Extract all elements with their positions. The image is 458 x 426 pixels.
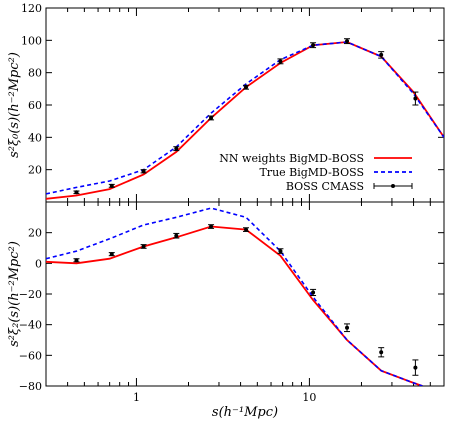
bottom-data-point [174,233,179,238]
top-data-point [174,146,179,151]
top-data-point [74,190,79,195]
bottom-data-point [141,244,146,249]
x-tick-label: 1 [133,391,140,404]
bottom-data-point [413,365,418,370]
top-data-point [311,43,316,48]
bottom-panel: −80 −60 −40 −20 0 20 s²ξ₂(s)(h⁻²Mpc²) 1 10 [7,201,445,404]
top-data-point [141,169,146,174]
top-data-point [244,85,249,90]
top-y-tick-label: 80 [28,67,42,80]
top-series-line-1 [46,41,444,195]
bottom-data-point [345,325,350,330]
bottom-data-point [379,350,384,355]
top-panel: 20 40 60 80 100 120 s²ξ₀(s)(h⁻²Mpc²) [7,2,445,203]
top-y-tick-label: 60 [28,99,42,112]
top-data-point [379,52,384,57]
top-data-point [109,183,114,188]
bottom-y-tick-label: 20 [28,227,42,240]
top-y-axis-label: s²ξ₀(s)(h⁻²Mpc²) [7,52,22,158]
top-series-group [46,38,444,200]
bottom-data-point [311,290,316,295]
bottom-series-group [46,207,423,386]
bottom-y-tick-label: 0 [35,257,42,270]
top-series-line-0 [46,41,444,200]
top-y-tick-label: 40 [28,131,42,144]
bottom-y-axis-label: s²ξ₂(s)(h⁻²Mpc²) [7,241,22,347]
top-y-tick-label: 120 [21,2,42,15]
top-data-point [278,59,283,64]
legend-label-1: True BigMD-BOSS [259,166,364,179]
bottom-y-tick-label: −80 [19,380,42,393]
top-data-point [345,39,350,44]
x-tick-label: 10 [302,391,316,404]
bottom-data-point [209,224,214,229]
bottom-data-point [109,252,114,257]
bottom-series-line-0 [46,225,423,386]
top-y-tick-label: 100 [21,34,42,47]
legend-swatch-point [391,184,395,188]
top-y-tick-label: 20 [28,164,42,177]
bottom-y-tick-label: −60 [19,349,42,362]
top-data-point [413,96,418,101]
bottom-y-tick-label: −20 [19,288,42,301]
bottom-series-line-1 [46,207,423,386]
bottom-data-point [244,227,249,232]
top-data-point [209,115,214,120]
legend-label-0: NN weights BigMD-BOSS [219,152,364,165]
bottom-data-point [278,249,283,254]
bottom-data-point [74,258,79,263]
bottom-y-tick-label: −40 [19,319,42,332]
x-axis-label: s(h⁻¹Mpc) [212,405,278,420]
legend-label-2: BOSS CMASS [286,180,364,193]
